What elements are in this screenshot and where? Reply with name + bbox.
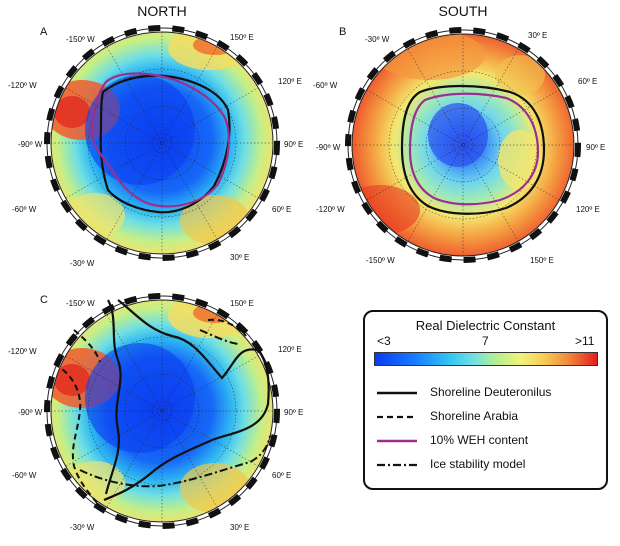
lon-label: 90º E <box>586 143 605 152</box>
lon-label: 90º E <box>284 140 303 149</box>
colorbar <box>374 352 598 366</box>
panel-b-title: SOUTH <box>439 3 488 19</box>
map-panel-south: -30º W 30º E -60º W 60º E -90º W 90º E -… <box>313 27 605 265</box>
shoreline-deuteronilus-north <box>99 74 231 214</box>
lon-label: 60º E <box>272 471 291 480</box>
lon-label: -30º W <box>365 35 390 44</box>
lon-label: 150º E <box>230 299 254 308</box>
legend-entry-deuteronilus: Shoreline Deuteronilus <box>375 384 605 404</box>
lon-label: 30º E <box>230 253 249 262</box>
panel-a-title: NORTH <box>137 3 187 19</box>
lon-label: -90º W <box>316 143 341 152</box>
lon-label: -150º W <box>66 35 95 44</box>
legend-entry-ice-stability: Ice stability model <box>375 456 605 476</box>
panel-a-letter: A <box>40 26 48 38</box>
lon-label: 120º E <box>576 205 600 214</box>
lon-label: -30º W <box>70 259 95 268</box>
lon-label: 30º E <box>230 523 249 532</box>
lon-label: 60º E <box>578 77 597 86</box>
lon-label: 60º E <box>272 205 291 214</box>
lon-label: 120º E <box>278 77 302 86</box>
colorbar-max-label: >11 <box>575 334 595 348</box>
purple-line-swatch <box>377 439 417 443</box>
lon-label: 90º E <box>284 408 303 417</box>
dashed-line-swatch <box>377 415 417 419</box>
dash-dot-line-swatch <box>377 463 417 467</box>
lon-label: -120º W <box>8 81 37 90</box>
legend-entry-weh: 10% WEH content <box>375 432 605 452</box>
shoreline-deuteronilus-c <box>103 299 270 502</box>
lon-label: -90º W <box>18 140 43 149</box>
lon-label: -30º W <box>70 523 95 532</box>
ice-stability-model-c <box>79 329 271 488</box>
legend-entry-arabia: Shoreline Arabia <box>375 408 605 428</box>
lon-label: -150º W <box>366 256 395 265</box>
legend-entry-label: Ice stability model <box>430 457 526 471</box>
dielectric-map-north-ice <box>51 300 273 522</box>
lon-label: -60º W <box>313 81 338 90</box>
legend-title: Real Dielectric Constant <box>415 318 556 333</box>
lon-label: -60º W <box>12 471 37 480</box>
lon-label: -120º W <box>316 205 345 214</box>
lon-label: 120º E <box>278 345 302 354</box>
legend-entry-label: Shoreline Deuteronilus <box>430 385 552 399</box>
colorbar-mid-label: 7 <box>482 334 489 348</box>
lon-label: 30º E <box>528 31 547 40</box>
legend-entry-label: Shoreline Arabia <box>430 409 519 423</box>
lon-label: 150º E <box>530 256 554 265</box>
lon-label: -90º W <box>18 408 43 417</box>
lon-label: -120º W <box>8 347 37 356</box>
shoreline-arabia-c <box>53 318 247 513</box>
lon-label: -60º W <box>12 205 37 214</box>
solid-line-swatch <box>377 391 417 395</box>
weh-10pct-south <box>408 92 540 206</box>
map-panel-north-ice: -150º W 150º E -120º W 120º E -90º W 90º… <box>8 293 303 532</box>
legend-entry-label: 10% WEH content <box>430 433 529 447</box>
lon-label: 150º E <box>230 33 254 42</box>
panel-b-letter: B <box>339 26 346 38</box>
panel-c-letter: C <box>40 294 48 306</box>
legend: Real Dielectric Constant <3 7 >11 Shorel… <box>363 310 608 490</box>
colorbar-min-label: <3 <box>377 334 391 348</box>
graticule-north <box>51 32 273 254</box>
lon-label: -150º W <box>66 299 95 308</box>
weh-10pct-north <box>90 72 230 208</box>
dielectric-map-north <box>51 32 273 254</box>
map-panel-north: -150º W 150º E -120º W 120º E -90º W 90º… <box>8 25 303 268</box>
shoreline-deuteronilus-south <box>400 84 546 215</box>
